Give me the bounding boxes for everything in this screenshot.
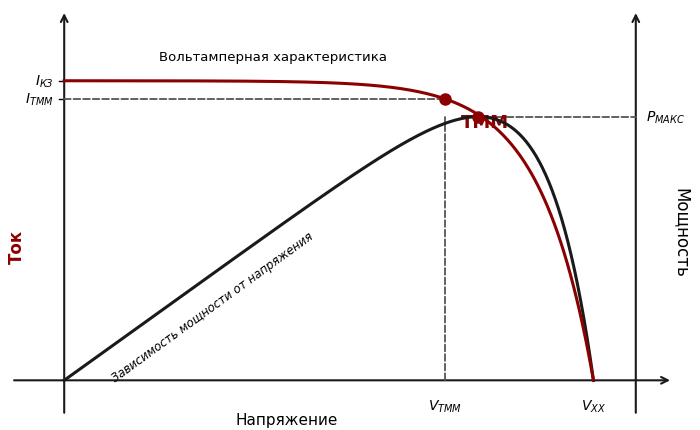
Text: Мощность: Мощность [672, 188, 690, 277]
Text: Ток: Ток [8, 230, 26, 264]
Text: $V_{ХХ}$: $V_{ХХ}$ [581, 398, 606, 415]
Text: $I_{ТММ}$: $I_{ТММ}$ [25, 92, 54, 108]
Text: Вольтамперная характеристика: Вольтамперная характеристика [160, 51, 388, 64]
Text: $P_{МАКС}$: $P_{МАКС}$ [646, 109, 685, 126]
Text: ТММ: ТММ [461, 114, 510, 132]
Text: Зависимость мощности от напряжения: Зависимость мощности от напряжения [109, 229, 316, 384]
Text: $I_{КЗ}$: $I_{КЗ}$ [35, 74, 54, 90]
Text: Напряжение: Напряжение [235, 412, 337, 427]
Text: $V_{ТММ}$: $V_{ТММ}$ [428, 398, 462, 415]
